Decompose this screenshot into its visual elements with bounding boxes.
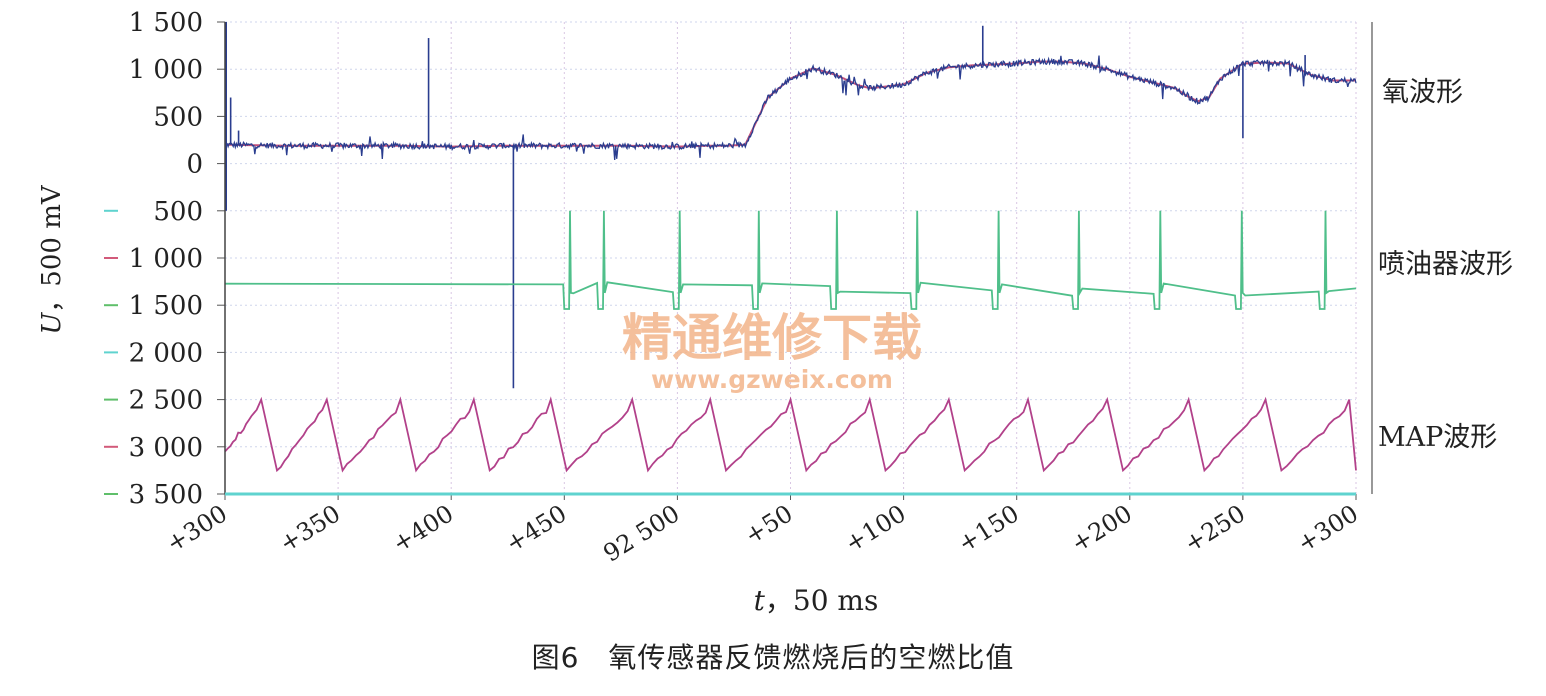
y-tick-label: 1 500 <box>129 8 203 38</box>
map-series-label: MAP波形 <box>1378 422 1497 453</box>
x-tick-label: +200 <box>1066 499 1137 558</box>
x-tick-label: +50 <box>740 499 798 550</box>
y-tick-label: 2 000 <box>129 338 203 368</box>
y-tick-label: 1 500 <box>129 291 203 321</box>
x-tick-label: +400 <box>388 499 459 558</box>
y-tick-label: 1 000 <box>129 244 203 274</box>
svg-text:U，500 mV: U，500 mV <box>37 184 67 334</box>
y-axis-var: U <box>37 312 67 335</box>
y-tick-label: 2 500 <box>129 386 203 416</box>
oxygen-series-line <box>224 55 1357 161</box>
x-axis-unit: ，50 ms <box>765 584 878 617</box>
x-axis-ticks: +300 +350 +400 +450 92 500 +50 +100 +150 +200 +25… <box>161 494 1363 568</box>
x-tick-label: +100 <box>840 499 911 558</box>
injector-series-line <box>224 210 1357 310</box>
x-tick-label: +300 <box>1292 499 1363 558</box>
y-tick-label: 500 <box>153 102 203 132</box>
y-axis-label: U，500 mV <box>37 184 67 334</box>
grid-lines <box>224 21 1357 495</box>
series-group <box>224 22 1357 473</box>
x-tick-label: +450 <box>501 499 572 558</box>
y-axis-unit: ，500 mV <box>37 184 67 313</box>
y-tick-label: 3 500 <box>129 480 203 510</box>
y-tick-label: 500 <box>153 197 203 227</box>
watermark-main: 精通维修下载 <box>622 309 922 367</box>
x-tick-label: 92 500 <box>599 499 685 567</box>
x-axis-label: t，50 ms <box>754 584 879 617</box>
y-tick-label: 3 000 <box>129 433 203 463</box>
y-tick-label: 1 000 <box>129 55 203 85</box>
x-tick-label: +350 <box>275 499 346 558</box>
x-tick-label: +150 <box>953 499 1024 558</box>
watermark-url: www.gzweix.com <box>651 365 893 394</box>
y-tick-label: 0 <box>186 150 203 180</box>
x-axis-var: t <box>754 584 766 617</box>
x-tick-label: +250 <box>1179 499 1250 558</box>
injector-series-label: 喷油器波形 <box>1378 249 1513 280</box>
oxygen-series-label: 氧波形 <box>1382 77 1463 108</box>
y-axis-ticks: 1 500 1 000 500 0 500 1 000 1 500 2 000 2 500 3 0… <box>104 8 225 510</box>
figure-caption: 图6 氧传感器反馈燃烧后的空燃比值 <box>531 641 1015 674</box>
map-series-line <box>224 396 1357 473</box>
